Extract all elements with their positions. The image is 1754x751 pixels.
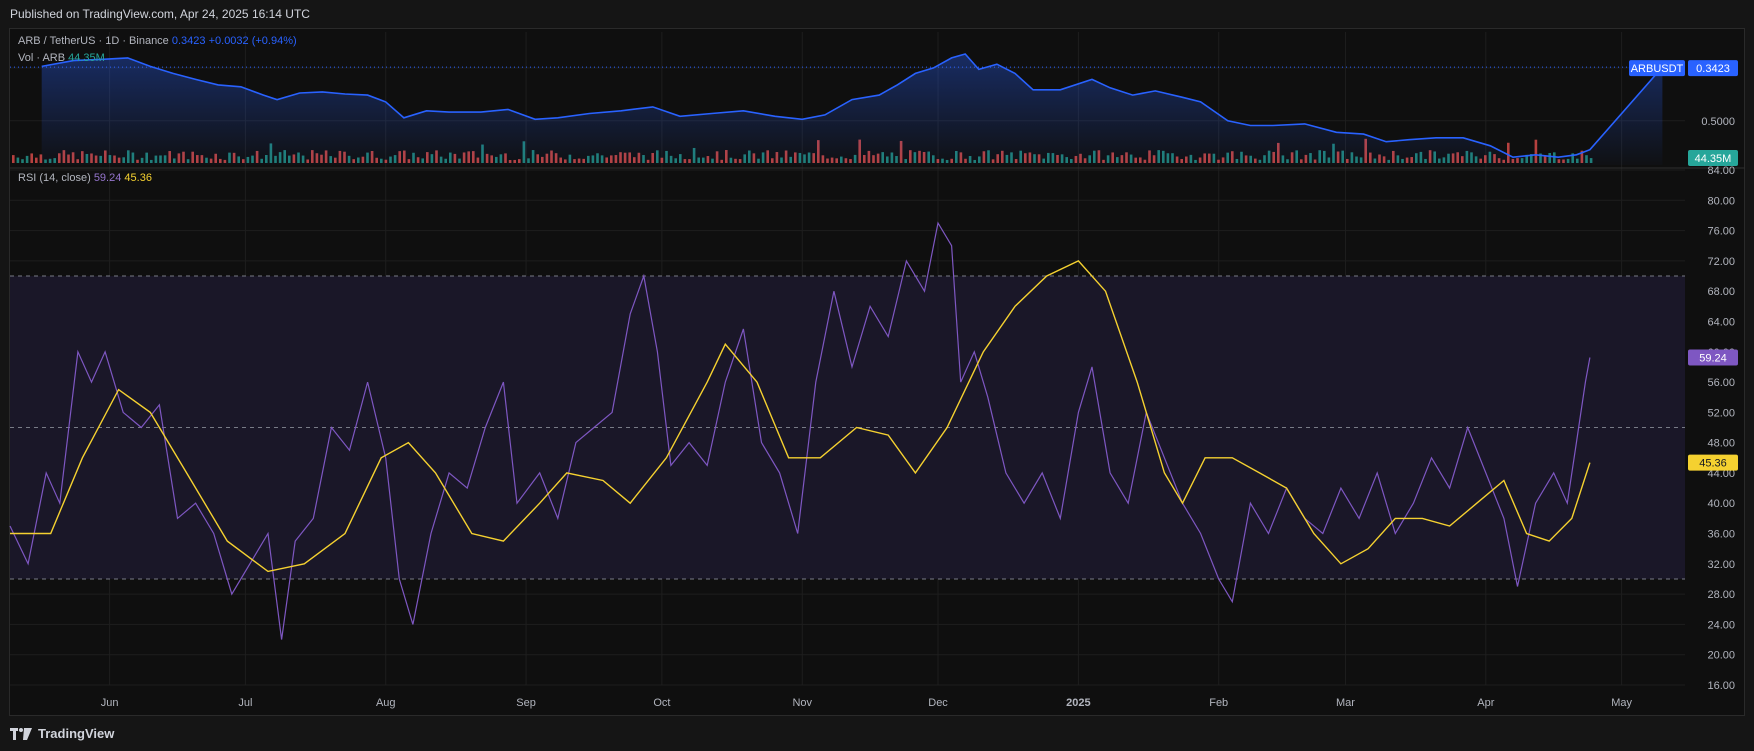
- volume-bar-1: [16, 157, 20, 163]
- rsi-axis-label-8: 52.00: [1707, 407, 1735, 419]
- volume-bar-6: [39, 154, 43, 163]
- x-axis-label-10: Apr: [1477, 697, 1494, 709]
- x-axis-label-2: Aug: [376, 697, 396, 709]
- rsi-value: 59.24: [93, 172, 122, 184]
- published-caption: Published on TradingView.com, Apr 24, 20…: [10, 7, 310, 21]
- rsi-axis-label-15: 24.00: [1707, 619, 1735, 631]
- volume-bar-325: [1507, 142, 1510, 163]
- price-tag-text: 0.3423: [1696, 63, 1730, 75]
- rsi-axis-label-16: 20.00: [1707, 650, 1735, 662]
- x-axis-label-7: 2025: [1066, 697, 1090, 709]
- x-axis-label-9: Mar: [1336, 697, 1355, 709]
- x-axis-label-6: Dec: [928, 697, 948, 709]
- last-price: 0.3423: [171, 35, 206, 47]
- x-axis-label-0: Jun: [101, 697, 119, 709]
- rsi-axis-label-17: 16.00: [1707, 680, 1735, 692]
- volume-label: Vol · ARB: [18, 52, 66, 64]
- rsi-ma-tag-bg: [1688, 454, 1738, 471]
- rsi-axis-label-0: 84.00: [1707, 165, 1735, 177]
- rsi-tag-text: 59.24: [1699, 353, 1727, 365]
- rsi-axis-label-12: 36.00: [1707, 529, 1735, 541]
- volume-value: 44.35M: [68, 52, 105, 64]
- rsi-tag-bg: [1688, 349, 1738, 366]
- footer-bar: TradingView: [0, 718, 1754, 751]
- x-axis-label-5: Nov: [792, 697, 812, 709]
- x-axis: Jun Jul Aug Sep Oct Nov Dec 2025 Feb Mar Apr May: [101, 697, 1633, 709]
- rsi-axis-label-1: 80.00: [1707, 195, 1735, 207]
- rsi-legend[interactable]: RSI (14, close) 59.24 45.36: [18, 172, 152, 184]
- volume-bar-0: [12, 155, 15, 163]
- chart-canvas[interactable]: 1.00000.500084.0080.0076.0072.0068.0064.…: [0, 0, 1754, 718]
- rsi-axis-label-14: 28.00: [1707, 589, 1735, 601]
- rsi-ma-value: 45.36: [124, 172, 152, 184]
- price-tags: ARBUSDT 0.3423 44.35M 59.24 45.36: [1629, 60, 1738, 471]
- price-area: [41, 54, 1663, 165]
- rsi-axis-label-4: 68.00: [1707, 286, 1735, 298]
- price-series: [10, 53, 1685, 165]
- volume-tag-bg: [1688, 150, 1738, 166]
- symbol-name: ARB / TetherUS · 1D · Binance: [18, 35, 169, 47]
- price-line: [41, 53, 1664, 159]
- price-change: +0.0032 (+0.94%): [208, 35, 297, 47]
- x-axis-label-8: Feb: [1209, 697, 1228, 709]
- tradingview-brand: TradingView: [38, 726, 115, 741]
- rsi-axis-label-3: 72.00: [1707, 256, 1735, 268]
- rsi-series: [9, 221, 1591, 640]
- symbol-tag-bg: [1629, 60, 1685, 77]
- rsi-bands: [10, 275, 1685, 580]
- price-axis-label-1: 0.5000: [1701, 116, 1735, 128]
- rsi-axis-label-9: 48.00: [1707, 438, 1735, 450]
- x-axis-label-3: Sep: [516, 697, 536, 709]
- volume-bar-5: [35, 157, 38, 163]
- x-axis-label-11: May: [1611, 697, 1632, 709]
- volume-bar-2: [21, 159, 24, 163]
- rsi-axis-label-13: 32.00: [1707, 559, 1735, 571]
- rsi-axis-label-2: 76.00: [1707, 226, 1735, 238]
- price-tag-bg: [1688, 60, 1738, 77]
- tradingview-logo-icon: [10, 727, 32, 740]
- symbol-legend[interactable]: ARB / TetherUS · 1D · Binance 0.3423 +0.…: [18, 35, 297, 47]
- rsi-ma-tag-text: 45.36: [1699, 458, 1727, 470]
- rsi-line: [9, 221, 1591, 640]
- x-axis-label-1: Jul: [238, 697, 252, 709]
- rsi-ma-line: [10, 260, 1591, 573]
- volume-legend[interactable]: Vol · ARB 44.35M: [18, 52, 105, 64]
- rsi-axis-label-10: 44.00: [1707, 468, 1735, 480]
- volume-bar-4: [30, 153, 33, 163]
- volume-bar-3: [25, 155, 29, 163]
- rsi-axis-label-5: 64.00: [1707, 316, 1735, 328]
- rsi-label: RSI (14, close): [18, 172, 91, 184]
- symbol-tag-text: ARBUSDT: [1631, 63, 1684, 75]
- y-axis: 1.00000.500084.0080.0076.0072.0068.0064.…: [1701, 63, 1735, 692]
- rsi-axis-label-11: 40.00: [1707, 498, 1735, 510]
- tradingview-logo[interactable]: TradingView: [10, 726, 114, 741]
- volume-tag-text: 44.35M: [1695, 153, 1732, 165]
- header-bar: Published on TradingView.com, Apr 24, 20…: [0, 0, 1754, 28]
- x-axis-label-4: Oct: [653, 697, 670, 709]
- rsi-axis-label-7: 56.00: [1707, 377, 1735, 389]
- volume-bar-331: [1534, 139, 1538, 163]
